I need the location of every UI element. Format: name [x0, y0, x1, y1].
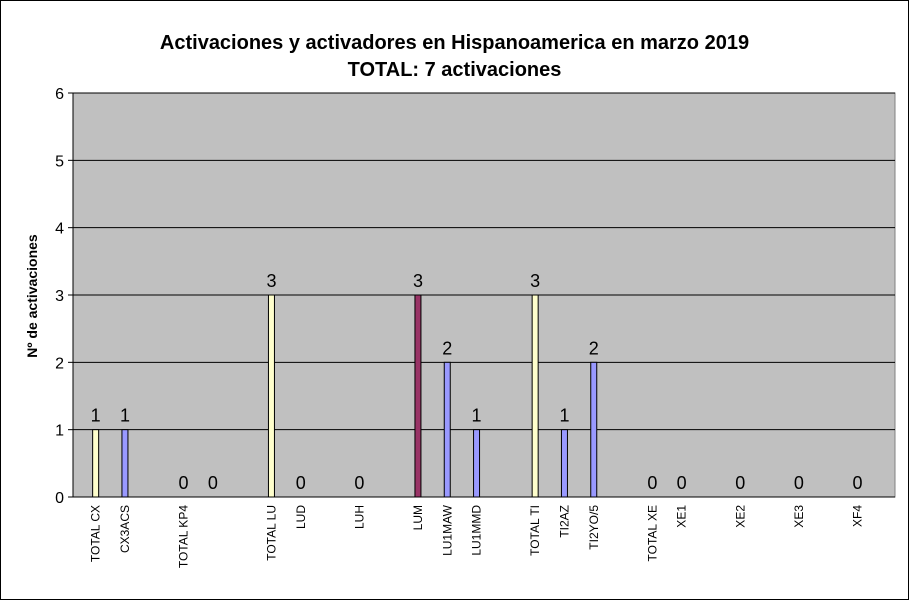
bar — [121, 429, 129, 498]
data-label: 0 — [179, 473, 189, 493]
y-tick-label: 6 — [55, 86, 64, 103]
chart-title: Activaciones y activadores en Hispanoame… — [159, 32, 750, 54]
gridlines — [73, 92, 895, 431]
data-label: 0 — [208, 473, 218, 493]
y-tick-label: 0 — [55, 490, 64, 507]
data-label: 0 — [647, 473, 657, 493]
chart-subtitle: TOTAL: 7 activaciones — [347, 59, 562, 81]
bar — [531, 294, 539, 498]
x-axis-category-labels: TOTAL CX CX3ACS TOTAL KP4 TOTAL LU LUD LUH LUM… — [89, 504, 865, 568]
x-category-label: TOTAL XE — [645, 505, 659, 561]
bars — [92, 294, 598, 498]
x-category-label: TI2YO/5 — [587, 505, 601, 550]
bar — [92, 429, 100, 498]
x-category-label: LUD — [294, 505, 308, 529]
bar — [267, 294, 275, 498]
bar — [443, 361, 451, 498]
x-category-label: XF4 — [850, 505, 864, 527]
x-category-label: LU1MAW — [440, 504, 454, 556]
x-category-label: TOTAL KP4 — [177, 505, 191, 568]
bar — [560, 429, 568, 498]
y-tick-label: 5 — [55, 153, 64, 170]
x-category-label: XE2 — [733, 505, 747, 528]
data-label: 3 — [530, 271, 540, 291]
x-category-label: XE3 — [792, 505, 806, 528]
data-label: 1 — [91, 406, 101, 426]
x-category-label: LUM — [411, 505, 425, 530]
y-tick-label: 2 — [55, 355, 64, 372]
data-label: 0 — [354, 473, 364, 493]
bar — [414, 294, 422, 498]
data-label: 3 — [266, 271, 276, 291]
chart-title-block: Activaciones y activadores en Hispanoame… — [0, 30, 909, 84]
y-axis-ticks: 0 1 2 3 4 5 6 — [55, 86, 73, 507]
data-label: 0 — [794, 473, 804, 493]
data-label: 1 — [472, 406, 482, 426]
x-category-label: TI2AZ — [557, 505, 571, 538]
x-category-label: TOTAL TI — [528, 505, 542, 556]
data-label: 3 — [413, 271, 423, 291]
y-tick-label: 4 — [55, 221, 64, 238]
y-tick-label: 3 — [55, 288, 64, 305]
data-label: 2 — [442, 338, 452, 358]
data-label: 0 — [735, 473, 745, 493]
x-category-label: LU1MMD — [470, 505, 484, 556]
x-category-label: CX3ACS — [118, 505, 132, 553]
bar — [473, 429, 481, 498]
data-label: 0 — [852, 473, 862, 493]
data-label: 1 — [120, 406, 130, 426]
bar — [590, 361, 598, 498]
data-label: 0 — [296, 473, 306, 493]
x-category-label: LUH — [352, 505, 366, 529]
y-tick-label: 1 — [55, 423, 64, 440]
x-category-label: XE1 — [675, 505, 689, 528]
data-label: 0 — [677, 473, 687, 493]
x-category-label: TOTAL CX — [89, 505, 103, 562]
data-label: 2 — [589, 338, 599, 358]
x-category-label: TOTAL LU — [264, 505, 278, 561]
data-label: 1 — [559, 406, 569, 426]
